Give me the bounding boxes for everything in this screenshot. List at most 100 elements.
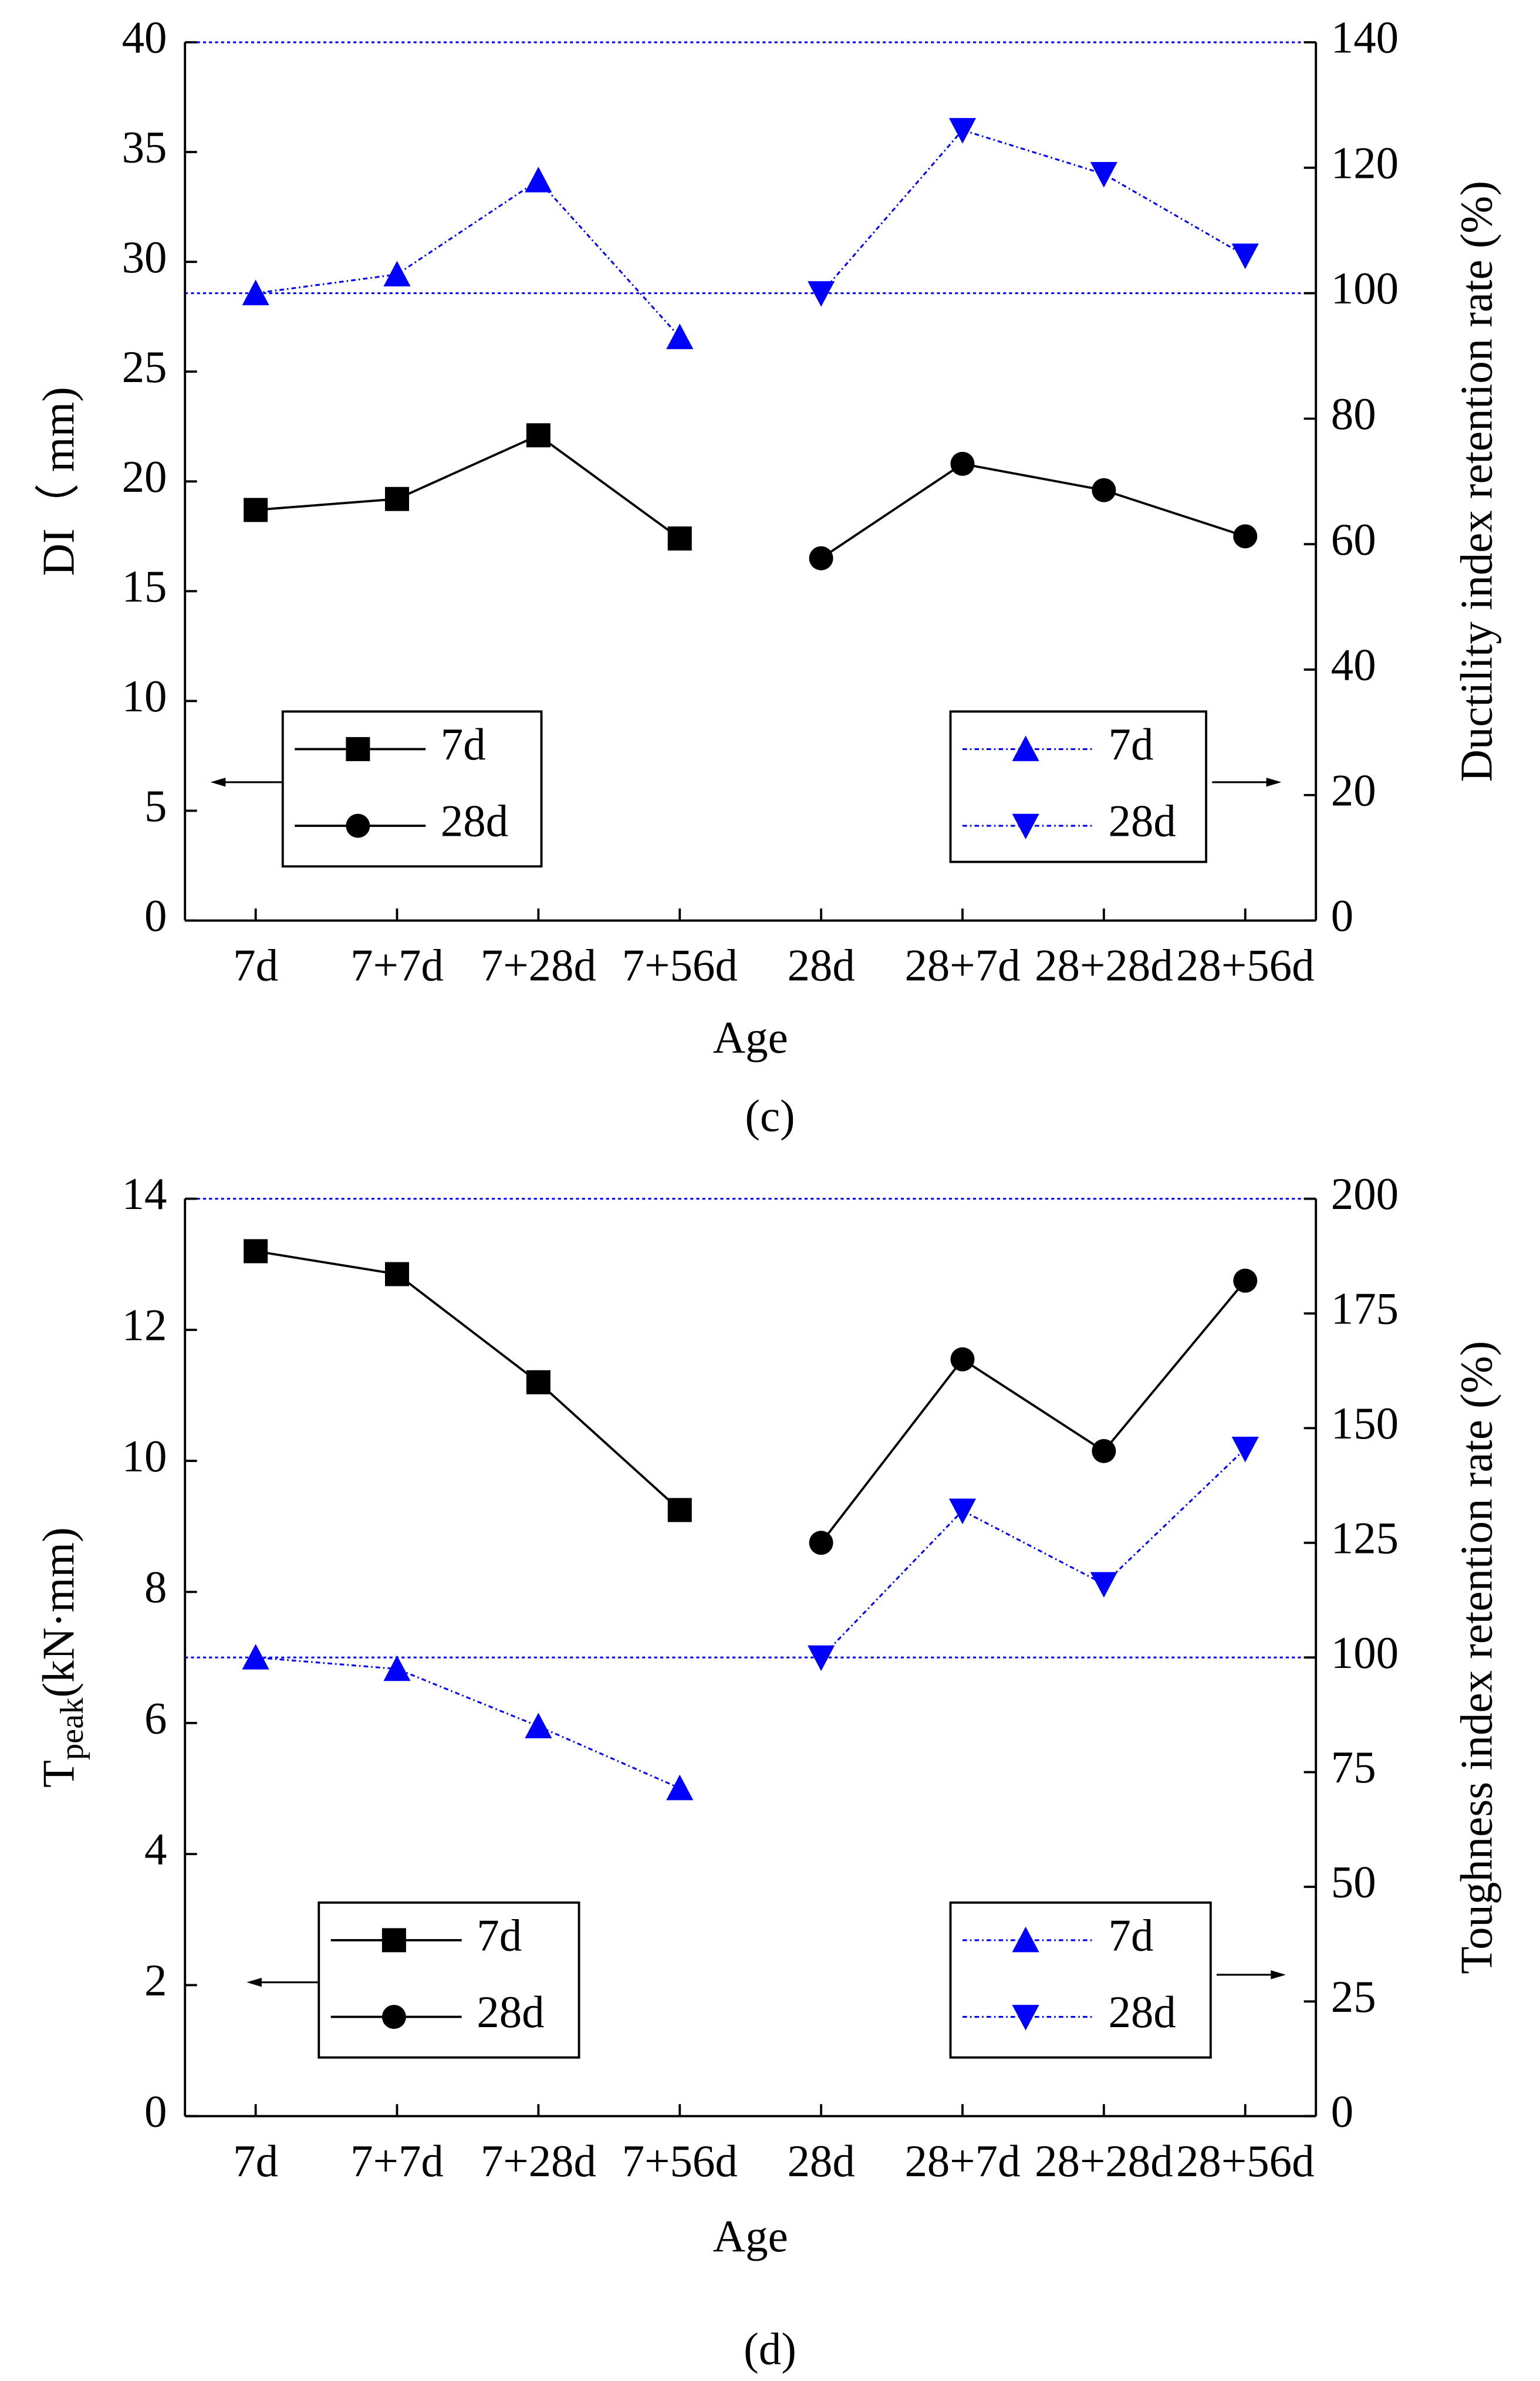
x-tick-label: 28d — [787, 2136, 855, 2186]
x-tick-label: 28+28d — [1035, 941, 1173, 991]
y2-tick-label: 75 — [1331, 1742, 1376, 1792]
y2-tick-label: 50 — [1331, 1857, 1376, 1907]
y2-tick-label: 100 — [1331, 1628, 1399, 1678]
marker — [385, 1262, 409, 1286]
y-tick-label: 14 — [122, 1169, 167, 1219]
y-tick-label: 10 — [122, 671, 167, 721]
marker — [526, 1370, 551, 1394]
series-line — [820, 462, 1246, 559]
y-tick-label: 35 — [122, 123, 167, 173]
marker — [1233, 524, 1258, 549]
legend-label: 7d — [1109, 1911, 1154, 1961]
y2-tick-label: 125 — [1331, 1513, 1399, 1563]
x-tick-label: 28d — [787, 941, 855, 991]
y-tick-label: 12 — [122, 1301, 167, 1350]
panel-label: (d) — [744, 2324, 796, 2374]
y2-tick-label: 175 — [1331, 1284, 1399, 1334]
x-tick-label: 7+7d — [350, 2136, 444, 2186]
x-tick-label: 28+56d — [1176, 941, 1315, 991]
marker — [1012, 2005, 1039, 2031]
y-tick-label: 25 — [122, 342, 167, 392]
marker — [383, 261, 411, 287]
x-tick-label: 28+56d — [1176, 2136, 1315, 2186]
y2-tick-label: 20 — [1331, 765, 1376, 815]
series-line — [255, 1656, 680, 1789]
y-tick-label: 10 — [122, 1431, 167, 1481]
legend-left — [318, 1901, 580, 2059]
marker — [381, 1928, 406, 1953]
series-line — [820, 1448, 1246, 1659]
y2-axis-title: Ductility index retention rate (%) — [1452, 181, 1502, 782]
y-tick-label: 8 — [144, 1562, 167, 1612]
y2-tick-label: 0 — [1331, 2086, 1353, 2136]
marker — [383, 1655, 411, 1681]
x-tick-label: 7+56d — [622, 941, 738, 991]
y-axis-title-rest: (kN·mm) — [33, 1527, 83, 1697]
marker — [1092, 1438, 1116, 1463]
series-line — [820, 1279, 1247, 1544]
y-tick-label: 4 — [144, 1825, 167, 1875]
panel-label: (c) — [745, 1091, 795, 1141]
y2-tick-label: 150 — [1331, 1399, 1399, 1448]
legend-label: 7d — [477, 1911, 522, 1961]
marker — [1231, 243, 1259, 269]
marker — [526, 423, 551, 448]
chart: 0 2 4 6 8 10 12 14 0 25 50 75 100 125 150 175 200 7d 7+7d 7… — [33, 1169, 1501, 2374]
legend-right — [949, 1901, 1212, 2059]
marker — [667, 526, 692, 551]
marker — [1092, 478, 1116, 502]
y-axis-title: DI（ mm) — [33, 387, 83, 576]
marker — [525, 167, 552, 192]
arrow-head — [1271, 1970, 1286, 1980]
y-tick-label: 20 — [122, 452, 167, 502]
arrow-head — [246, 1977, 262, 1987]
marker — [244, 1239, 268, 1264]
marker — [1012, 813, 1039, 840]
x-tick-label: 28+28d — [1035, 2136, 1173, 2186]
y-axis-title-main: T — [33, 1760, 83, 1788]
y-axis-title-sub: peak — [54, 1697, 90, 1760]
marker — [242, 279, 269, 306]
marker — [809, 546, 833, 570]
x-axis-title: Age — [713, 1013, 788, 1063]
y-tick-label: 15 — [122, 562, 167, 612]
y2-tick-label: 80 — [1331, 389, 1376, 439]
y2-tick-label: 120 — [1331, 138, 1399, 188]
legend-label: 7d — [1109, 720, 1154, 769]
y2-tick-label: 140 — [1331, 13, 1399, 63]
marker — [244, 498, 268, 522]
marker — [525, 1713, 552, 1738]
legend-label: 28d — [1109, 1987, 1176, 2037]
y2-tick-label: 60 — [1331, 515, 1376, 565]
marker — [666, 1774, 694, 1801]
marker — [948, 1498, 977, 1525]
x-tick-label: 7+28d — [481, 941, 596, 991]
series-line — [820, 129, 1246, 294]
x-tick-label: 7d — [233, 941, 278, 991]
y2-tick-label: 100 — [1331, 264, 1399, 313]
x-tick-label: 28+7d — [904, 2136, 1020, 2186]
marker — [808, 1645, 835, 1671]
legend-label: 28d — [441, 796, 508, 846]
marker — [381, 2005, 406, 2029]
series-line — [255, 434, 681, 540]
series-line — [255, 1250, 681, 1511]
marker — [666, 323, 694, 349]
marker — [948, 118, 977, 144]
x-tick-label: 7d — [233, 2136, 278, 2186]
y2-tick-label: 0 — [1331, 891, 1353, 941]
marker — [385, 487, 409, 511]
arrow-head — [210, 778, 226, 787]
x-tick-label: 7+28d — [481, 2136, 596, 2186]
x-tick-label: 7+7d — [350, 941, 444, 991]
y-tick-label: 40 — [122, 13, 167, 63]
y-tick-label: 30 — [122, 232, 167, 282]
marker — [950, 451, 975, 476]
x-tick-label: 7+56d — [622, 2136, 738, 2186]
y-tick-label: 0 — [144, 891, 167, 941]
x-axis-title: Age — [713, 2211, 788, 2261]
legend-label: 28d — [1109, 796, 1176, 846]
chart: 0 5 10 15 20 25 30 35 40 0 20 40 60 80 100 120 140 7d 7+7d… — [33, 13, 1501, 1141]
